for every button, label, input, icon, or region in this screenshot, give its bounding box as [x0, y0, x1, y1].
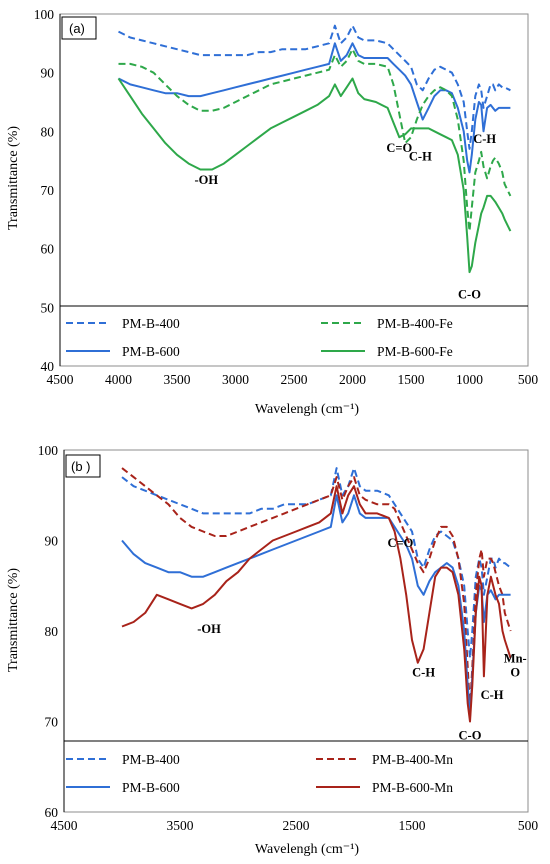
series-line-pm-b-400 — [118, 24, 511, 150]
y-tick-label: 70 — [41, 183, 55, 198]
y-tick-label: 80 — [45, 624, 59, 639]
panel-b-tag-box — [65, 454, 101, 478]
legend-label: PM-B-600-Fe — [377, 344, 453, 359]
y-tick-label: 70 — [45, 715, 59, 730]
legend-label: PM-B-400-Fe — [377, 316, 453, 331]
x-tick-label: 500 — [518, 818, 539, 833]
panel-b-tag: (b ) — [71, 459, 91, 474]
x-tick-label: 1000 — [456, 372, 483, 387]
panel-b-plot-area: 60 70 80 90 100 4500 3500 2500 1500 500 C=O -OH C-H C… — [38, 443, 539, 833]
series-line-pm-b-400-mn — [121, 467, 512, 709]
panel-a-frame — [59, 13, 529, 367]
peak-annotation: C-H — [481, 688, 504, 702]
panel-a-tag: (a) — [69, 21, 85, 36]
y-tick-label: 60 — [45, 805, 59, 820]
legend-label: PM-B-400-Mn — [372, 752, 453, 767]
legend-label: PM-B-600 — [122, 780, 180, 795]
legend-label: PM-B-600 — [122, 344, 180, 359]
series-line-pm-b-600-fe — [117, 77, 512, 274]
series-line-pm-b-600 — [121, 494, 511, 718]
x-tick-label: 1500 — [398, 372, 425, 387]
x-tick-label: 4500 — [47, 372, 74, 387]
series-line-pm-b-400 — [121, 467, 512, 660]
series-line-pm-b-400-fe — [118, 48, 512, 233]
panel-b-ylabel: Transmittance (%) — [6, 568, 21, 672]
y-tick-label: 60 — [41, 242, 55, 257]
y-tick-label: 50 — [41, 300, 55, 315]
panel-a-plot-area: 40 50 60 70 80 90 100 4500 4000 3500 3000 2500 2000 1… — [34, 7, 539, 387]
peak-annotation: -OH — [194, 173, 218, 187]
panel-b-xlabel: Wavelengh (cm⁻¹) — [255, 842, 359, 857]
panel-a-xlabel: Wavelengh (cm⁻¹) — [255, 402, 359, 417]
chart-panel-b: (b ) 60 70 80 90 100 4500 3500 2500 1500 500 C=O -O… — [6, 443, 538, 857]
x-tick-label: 2000 — [339, 372, 366, 387]
peak-annotation: -OH — [197, 622, 221, 636]
x-tick-label: 3500 — [167, 818, 194, 833]
peak-annotation: C-H — [409, 150, 432, 164]
x-tick-label: 500 — [518, 372, 539, 387]
x-tick-label: 2500 — [281, 372, 308, 387]
peak-annotation: C-H — [473, 132, 496, 146]
series-line-pm-b-600-mn — [121, 485, 512, 723]
peak-annotation: C=O — [387, 536, 413, 550]
peak-annotation: C-H — [412, 665, 435, 679]
y-tick-label: 90 — [41, 66, 55, 81]
panel-a-ylabel: Transmittance (%) — [6, 126, 21, 230]
panel-a-tag-box — [61, 16, 97, 40]
y-tick-label: 40 — [41, 359, 55, 374]
y-tick-label: 90 — [45, 534, 59, 549]
peak-annotation: C=O — [386, 141, 412, 155]
peak-annotation: Mn- — [504, 652, 527, 666]
peak-annotation: C-O — [459, 729, 482, 743]
x-tick-label: 4500 — [51, 818, 78, 833]
chart-panel-a: (a) 40 50 60 70 80 90 100 4500 4000 3500 3000 2500 2… — [6, 7, 538, 417]
legend-label: PM-B-600-Mn — [372, 780, 453, 795]
x-tick-label: 3500 — [164, 372, 191, 387]
x-tick-label: 2500 — [283, 818, 310, 833]
x-tick-label: 1500 — [399, 818, 426, 833]
x-tick-label: 4000 — [105, 372, 132, 387]
x-tick-label: 3000 — [222, 372, 249, 387]
legend-label: PM-B-400 — [122, 752, 180, 767]
peak-annotation: C-O — [458, 288, 481, 302]
series-line-pm-b-600 — [118, 42, 511, 174]
y-tick-label: 80 — [41, 124, 55, 139]
legend-label: PM-B-400 — [122, 316, 180, 331]
y-tick-label: 100 — [38, 443, 59, 458]
y-tick-label: 100 — [34, 7, 55, 22]
peak-annotation: O — [510, 665, 520, 679]
